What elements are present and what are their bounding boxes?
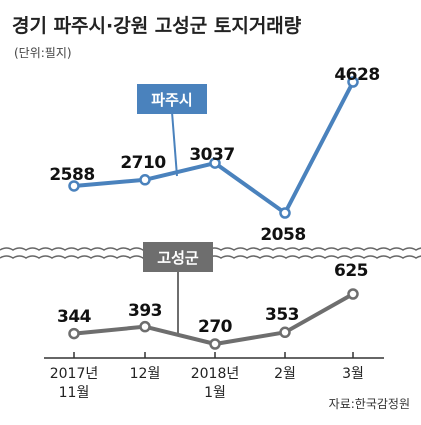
paju-series-name: 파주시 <box>151 91 192 109</box>
goseong-point <box>279 326 291 339</box>
break-wave-line <box>0 255 421 259</box>
goseong-series: 344 393 270 353 625 고성군 <box>57 242 369 350</box>
goseong-series-name: 고성군 <box>157 249 199 267</box>
x-tick-label: 2017년 <box>50 366 99 382</box>
chart-title: 경기 파주시·강원 고성군 토지거래량 <box>12 15 302 37</box>
paju-point <box>347 76 359 88</box>
goseong-point <box>68 327 80 340</box>
paju-value-label: 4628 <box>334 65 379 85</box>
paju-value-label: 2588 <box>49 165 94 185</box>
goseong-value-label: 625 <box>334 261 368 281</box>
chart-unit: (단위:필지) <box>14 46 72 60</box>
paju-label-pointer <box>171 111 178 177</box>
goseong-value-label: 270 <box>198 317 233 337</box>
x-tick-label: 1월 <box>204 385 226 401</box>
paju-point <box>209 157 221 169</box>
x-tick-label: 11월 <box>59 385 90 401</box>
goseong-value-label: 344 <box>57 307 92 327</box>
x-tick-label: 3월 <box>342 366 364 382</box>
goseong-point <box>347 288 359 300</box>
paju-point <box>279 207 291 219</box>
x-tick-label: 2018년 <box>191 366 240 382</box>
paju-series-label-box <box>137 84 207 114</box>
goseong-series-label-box <box>143 242 213 272</box>
goseong-value-label: 393 <box>128 301 162 321</box>
paju-point <box>139 174 151 186</box>
x-tick-label: 2월 <box>274 366 296 382</box>
paju-point <box>68 180 80 192</box>
goseong-point <box>139 320 151 333</box>
source-note: 자료:한국감정원 <box>329 397 410 411</box>
paju-value-label: 2058 <box>260 225 305 245</box>
goseong-point <box>209 338 221 350</box>
paju-value-label: 2710 <box>120 153 166 173</box>
axis-break-wave <box>0 247 421 259</box>
paju-series: 2588 2710 3037 2058 4628 파주시 <box>49 65 380 245</box>
goseong-value-label: 353 <box>265 305 299 325</box>
break-wave-line <box>0 247 421 251</box>
x-axis: 2017년 11월 12월 2018년 1월 2월 3월 <box>44 352 384 401</box>
x-tick-label: 12월 <box>130 366 161 382</box>
paju-value-label: 3037 <box>189 145 234 165</box>
